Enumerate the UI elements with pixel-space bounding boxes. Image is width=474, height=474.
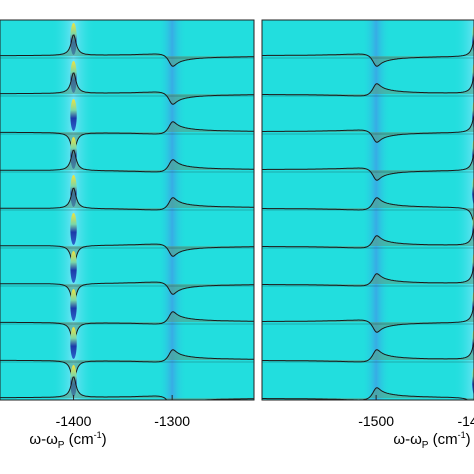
right-x-tick-label-1: -1500 — [358, 413, 394, 429]
right-trace-5 — [262, 197, 474, 225]
right-trace-3 — [262, 115, 474, 143]
right-plot-frame — [261, 19, 474, 401]
left-trace-fill-1 — [0, 35, 254, 67]
right-trace-4 — [262, 153, 474, 181]
left-strip-9 — [0, 323, 254, 382]
left-plot-frame — [0, 19, 255, 401]
right-trace-7 — [262, 265, 474, 287]
left-trace-fill-5 — [0, 188, 254, 210]
right-x-label-close: ) — [466, 431, 471, 448]
right-x-label-main: ω-ω — [393, 431, 422, 448]
right-trace-fill-9 — [262, 341, 474, 362]
right-trace-fill-6 — [262, 227, 474, 248]
left-trace-6 — [0, 243, 254, 267]
right-x-label-sub: P — [422, 440, 429, 451]
right-trace-8 — [262, 305, 474, 333]
left-strip-3 — [0, 95, 254, 154]
left-trace-3 — [0, 121, 254, 154]
left-x-label-unit: (cm — [64, 431, 93, 448]
right-heatmap-panel: -1500 -1400 — [261, 19, 474, 429]
left-trace-1 — [0, 34, 254, 67]
left-strip-6 — [0, 209, 254, 267]
right-trace-9 — [262, 341, 474, 363]
left-trace-fill-8 — [0, 311, 254, 343]
left-strip-1 — [0, 20, 254, 67]
right-trace-fill-7 — [262, 265, 474, 286]
left-strip-2 — [0, 57, 254, 105]
left-trace-2 — [0, 72, 254, 105]
left-heatmap-panel: -1500-1400-1300 — [0, 19, 255, 429]
right-x-tick-label-2: -1400 — [457, 413, 474, 429]
left-trace-fill-3 — [0, 121, 254, 153]
right-x-label-sup: -1 — [458, 430, 466, 440]
left-narrow-peak-8 — [70, 289, 77, 321]
left-narrow-peak-9 — [70, 327, 77, 359]
right-trace-2 — [262, 75, 474, 97]
right-x-axis-label: ω-ωP (cm-1) — [393, 430, 470, 451]
left-narrow-peak-3 — [70, 99, 77, 131]
left-x-label-sub: P — [58, 440, 65, 451]
left-x-label-close: ) — [102, 431, 107, 448]
right-trace-6 — [262, 227, 474, 249]
left-narrow-peak-6 — [70, 213, 77, 245]
left-trace-4 — [0, 149, 254, 173]
right-x-label-unit: (cm — [428, 431, 457, 448]
left-trace-fill-4 — [0, 150, 254, 172]
left-strip-7 — [0, 247, 254, 305]
left-trace-7 — [0, 281, 254, 305]
left-trace-fill-7 — [0, 282, 254, 304]
left-narrow-peak-7 — [70, 251, 77, 283]
right-trace-fill-2 — [262, 75, 474, 96]
left-x-tick-label-2: -1400 — [56, 413, 92, 429]
left-x-label-sup: -1 — [94, 430, 102, 440]
right-strip-5 — [262, 171, 474, 225]
left-trace-9 — [0, 349, 254, 382]
left-trace-fill-9 — [0, 349, 254, 381]
left-plot-area — [0, 20, 254, 400]
left-trace-5 — [0, 187, 254, 211]
left-x-label-main: ω-ω — [29, 431, 58, 448]
left-trace-fill-2 — [0, 73, 254, 105]
left-strip-8 — [0, 285, 254, 344]
left-strip-4 — [0, 133, 254, 173]
left-strip-5 — [0, 171, 254, 211]
right-plot-area — [262, 20, 474, 400]
left-trace-8 — [0, 311, 254, 344]
right-trace-10 — [262, 387, 469, 400]
left-x-axis-label: ω-ωP (cm-1) — [29, 430, 106, 451]
left-x-tick-label-3: -1300 — [154, 413, 190, 429]
left-trace-fill-6 — [0, 244, 254, 266]
right-trace-1 — [262, 39, 474, 67]
